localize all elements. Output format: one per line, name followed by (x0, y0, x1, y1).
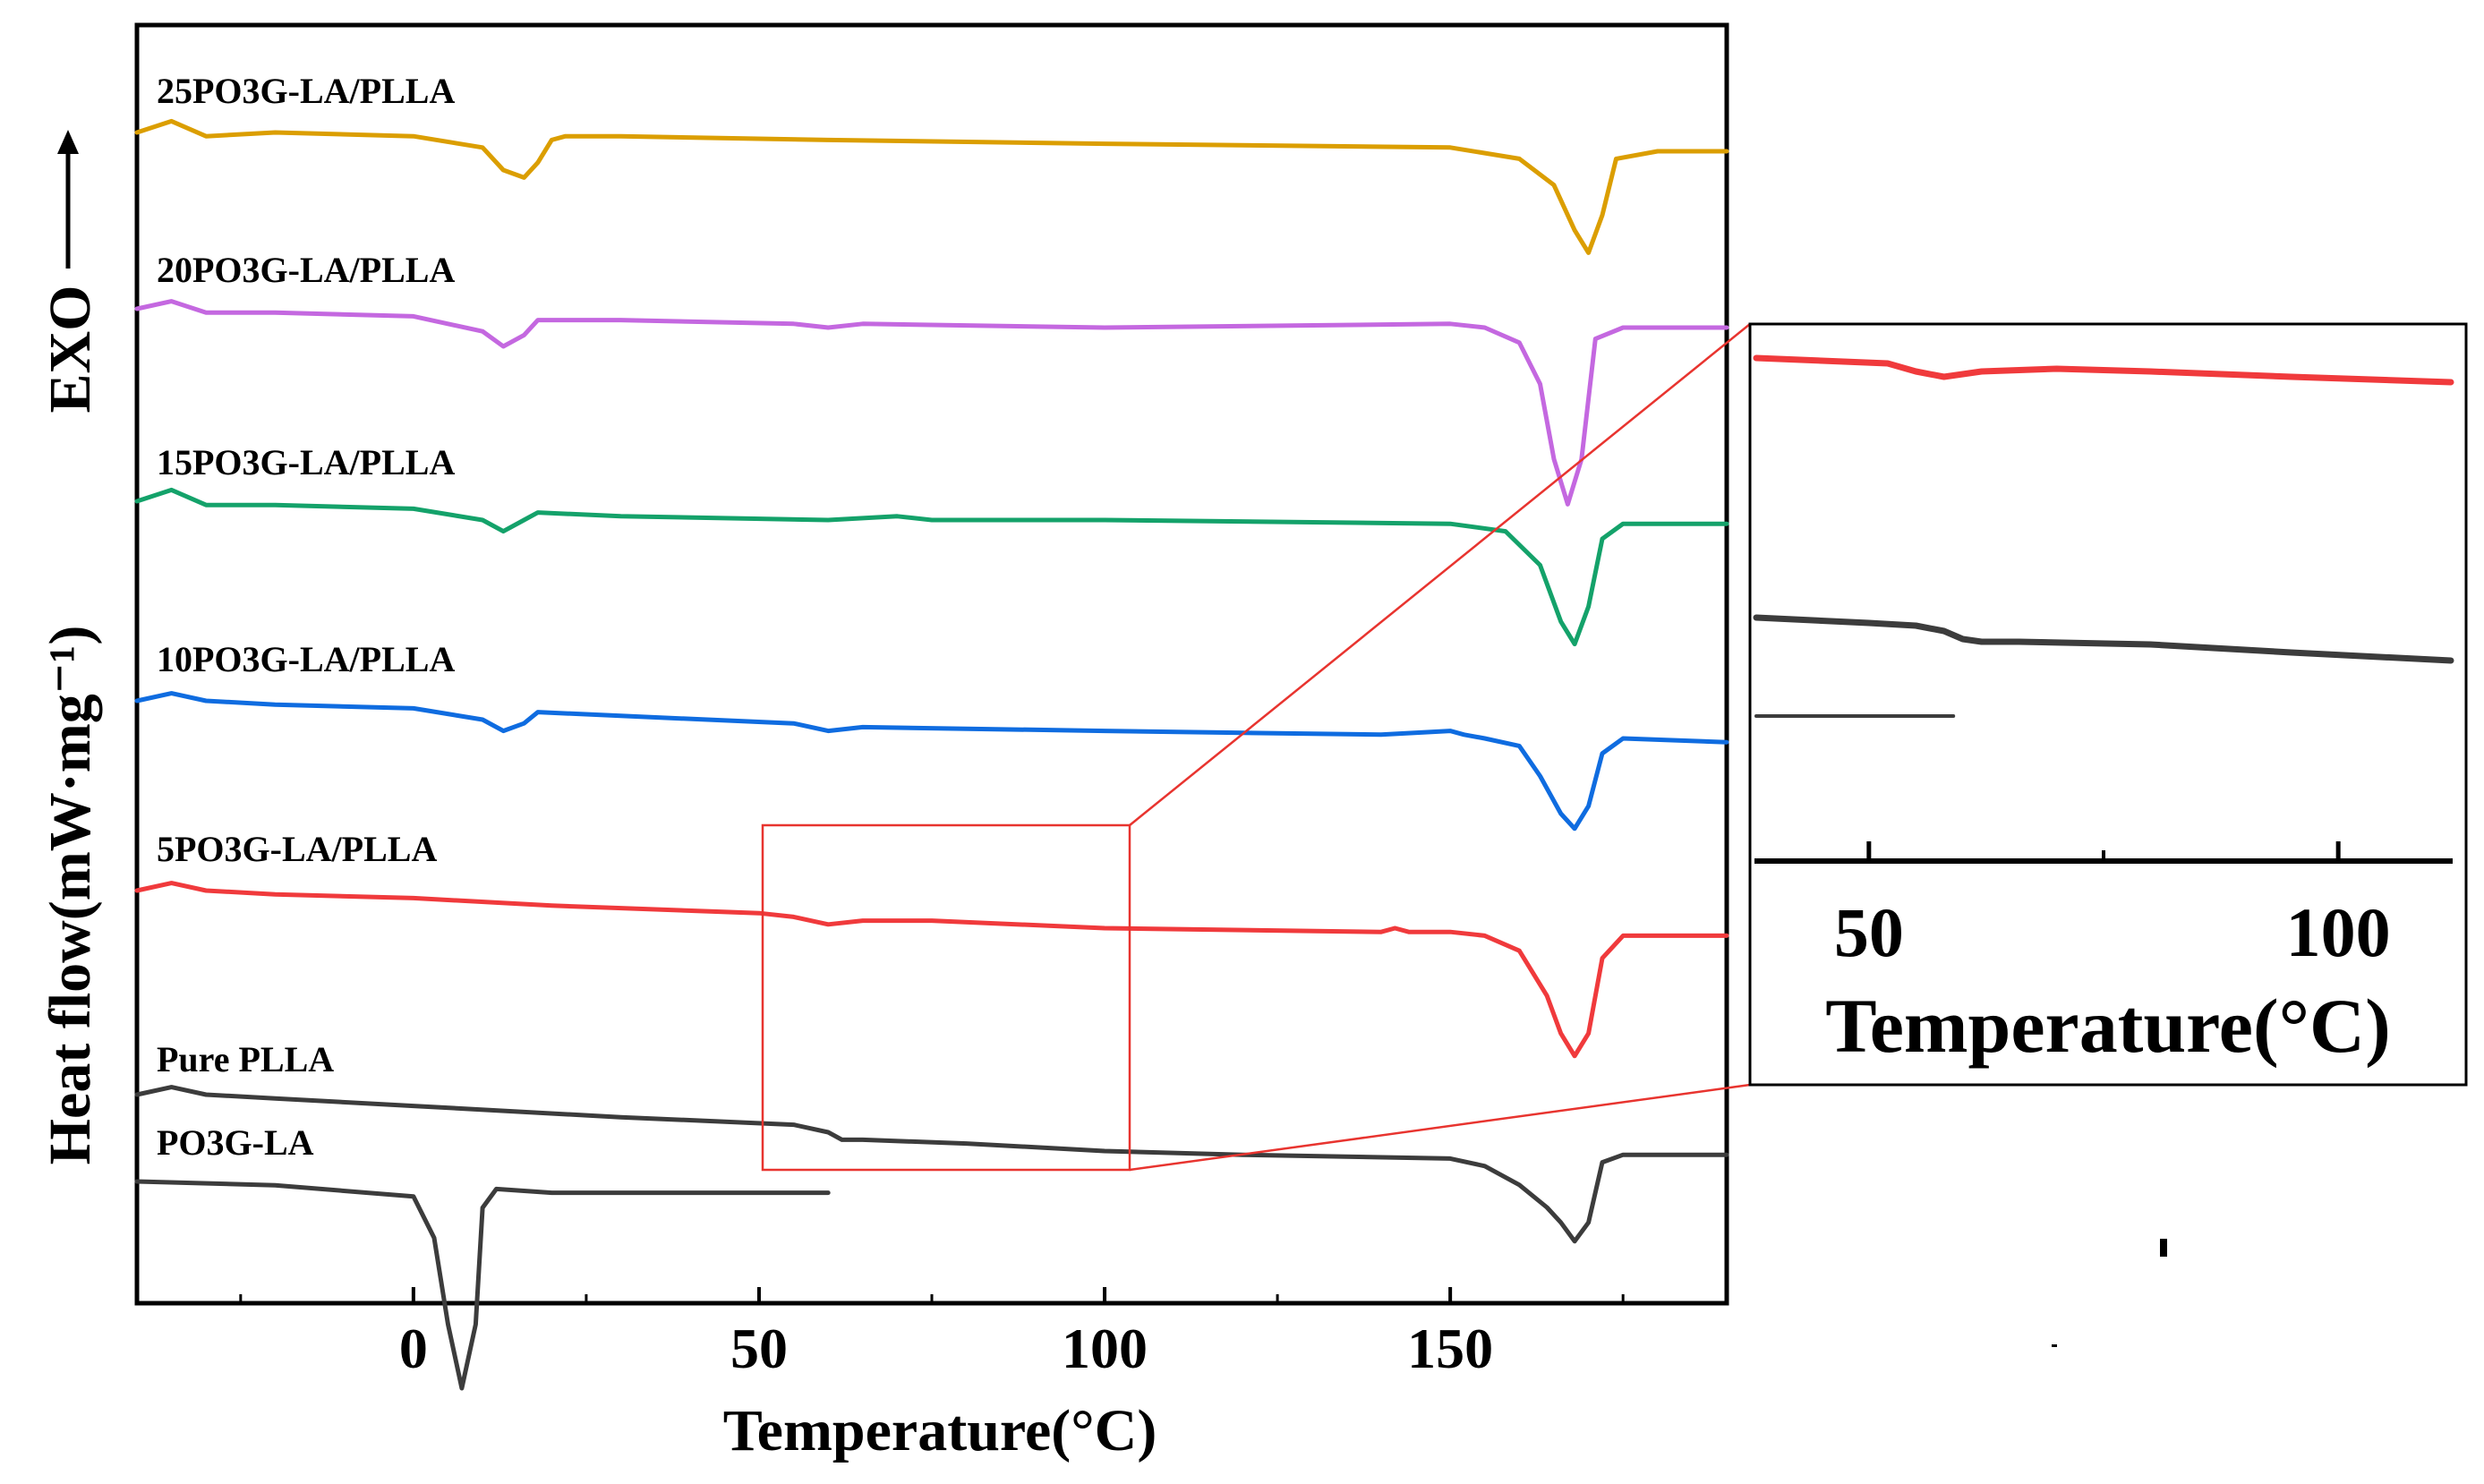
series-label-15po3g-la-plla: 15PO3G-LA/PLLA (157, 442, 455, 482)
zoom-connector-top (1129, 323, 1751, 826)
inset-x-axis-title: Temperature(°C) (1825, 983, 2390, 1069)
inset-x-tick-label: 100 (2286, 893, 2391, 971)
series-line-pure-plla (134, 1085, 1729, 1244)
zoom-connector-bottom (1129, 1083, 1751, 1172)
inset-series-line-pure-plla (1753, 614, 2454, 664)
exo-label: EXO (38, 285, 103, 413)
x-tick-label: 150 (1407, 1317, 1493, 1380)
zoom-region-box (761, 823, 1131, 1172)
x-tick-label: 100 (1062, 1317, 1148, 1380)
x-axis-title: Temperature(°C) (723, 1398, 1157, 1463)
series-label-20po3g-la-plla: 20PO3G-LA/PLLA (157, 250, 455, 290)
series-label-25po3g-la-plla: 25PO3G-LA/PLLA (157, 71, 455, 111)
main-x-axis-ticks: 0 50 100 150 (239, 1287, 1625, 1380)
inset-x-axis-ticks: 50 100 (1834, 841, 2391, 971)
inset-curves (1753, 354, 2454, 718)
series-line-25po3g-la-plla (134, 118, 1729, 255)
series-label-po3g-la: PO3G-LA (157, 1122, 314, 1163)
main-plot-curve-labels: 25PO3G-LA/PLLA 20PO3G-LA/PLLA 15PO3G-LA/PL… (157, 71, 455, 1163)
series-line-5po3g-la-plla (134, 881, 1729, 1059)
exo-arrow (57, 130, 79, 269)
series-label-10po3g-la-plla: 10PO3G-LA/PLLA (157, 639, 455, 679)
series-label-5po3g-la-plla: 5PO3G-LA/PLLA (157, 829, 437, 869)
x-tick-label: 50 (730, 1317, 788, 1380)
inset-x-tick-label: 50 (1834, 893, 1904, 971)
inset-series-line-5po3g-la-plla (1753, 354, 2454, 386)
stray-mark-2 (2052, 1344, 2057, 1347)
series-line-20po3g-la-plla (134, 299, 1729, 507)
series-line-10po3g-la-plla (134, 691, 1729, 832)
series-line-po3g-la (134, 1179, 831, 1391)
series-label-pure-plla: Pure PLLA (157, 1039, 334, 1079)
x-tick-label: 0 (399, 1317, 428, 1380)
stray-mark-1 (2160, 1239, 2167, 1257)
inset-frame (1748, 322, 2468, 1087)
y-axis-title: Heat flow(mW·mg⁻¹) (38, 626, 103, 1165)
main-plot-curves (134, 118, 1729, 1391)
series-line-15po3g-la-plla (134, 487, 1729, 647)
